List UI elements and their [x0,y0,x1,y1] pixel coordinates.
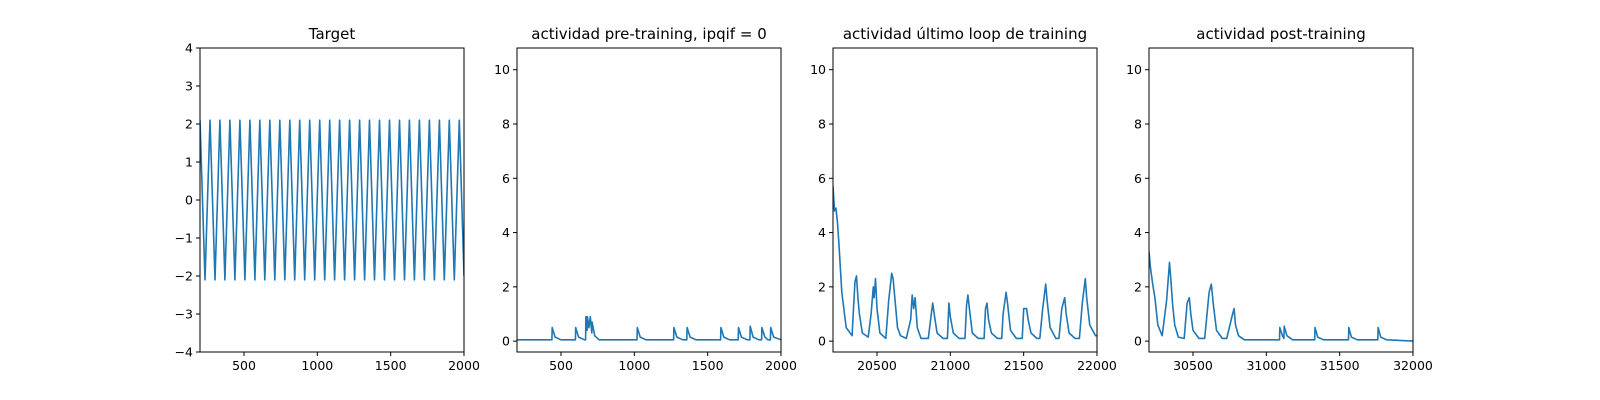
subplot-title: actividad pre-training, ipqif = 0 [531,25,767,43]
y-tick-label: 1 [185,155,193,170]
axes-frame [832,47,1098,353]
y-tick-label: 10 [810,62,826,77]
axes-frame [516,47,782,353]
y-tick-label: 0 [1134,334,1142,349]
subplot-2: 500 1000 1500 2000 0 2 4 6 8 10 actividad pre-trai… [494,25,797,373]
y-tick-label: 6 [1134,171,1142,186]
y-tick-label: 4 [1134,225,1142,240]
subplot-1: 500 1000 1500 2000 −4 −3 −2 −1 0 1 2 3 4 Target [175,25,480,373]
x-tick-label: 1500 [692,358,724,373]
y-tick-label: −4 [175,345,193,360]
y-tick-label: 2 [1134,279,1142,294]
y-tick-label: 0 [818,334,826,349]
y-tick-label: 0 [502,334,510,349]
subplot-title: actividad post-training [1196,25,1365,43]
series-line-1 [517,315,781,341]
x-tick-label: 1000 [301,358,333,373]
y-tick-label: 4 [185,41,193,56]
x-tick-label: 1500 [375,358,407,373]
y-tick-label: 10 [1126,62,1142,77]
y-tick-label: 2 [818,279,826,294]
subplot-4: 30500 31000 31500 32000 0 2 4 6 8 10 actividad pos… [1126,25,1433,373]
subplot-3: 20500 21000 21500 22000 0 2 4 6 8 10 actividad últ… [810,25,1117,373]
y-tick-label: 2 [185,117,193,132]
y-tick-label: 3 [185,79,193,94]
x-tick-label: 2000 [448,358,480,373]
series-line-1 [1149,251,1413,342]
series-line-1 [200,119,464,281]
x-tick-label: 31000 [1246,358,1286,373]
y-tick-label: 8 [502,117,510,132]
x-tick-label: 30500 [1173,358,1213,373]
y-tick-label: 8 [1134,117,1142,132]
subplot-title: actividad último loop de training [843,25,1087,43]
y-tick-label: 6 [818,171,826,186]
x-tick-label: 21000 [930,358,970,373]
x-tick-label: 32000 [1393,358,1433,373]
subplot-title: Target [308,25,356,43]
x-tick-label: 500 [232,358,256,373]
y-tick-label: 10 [494,62,510,77]
x-tick-label: 2000 [765,358,797,373]
y-tick-label: 2 [502,279,510,294]
series-line-1 [833,186,1097,340]
y-tick-label: 0 [185,193,193,208]
x-tick-label: 1000 [618,358,650,373]
y-tick-label: −2 [175,269,193,284]
y-tick-label: 4 [502,225,510,240]
y-tick-label: −3 [175,307,193,322]
x-tick-label: 20500 [857,358,897,373]
y-tick-label: 4 [818,225,826,240]
axes-frame [1148,47,1414,353]
y-tick-label: 8 [818,117,826,132]
y-tick-label: −1 [175,231,193,246]
y-tick-label: 6 [502,171,510,186]
x-tick-label: 22000 [1077,358,1117,373]
x-tick-label: 31500 [1320,358,1360,373]
x-tick-label: 21500 [1004,358,1044,373]
x-tick-label: 500 [549,358,573,373]
